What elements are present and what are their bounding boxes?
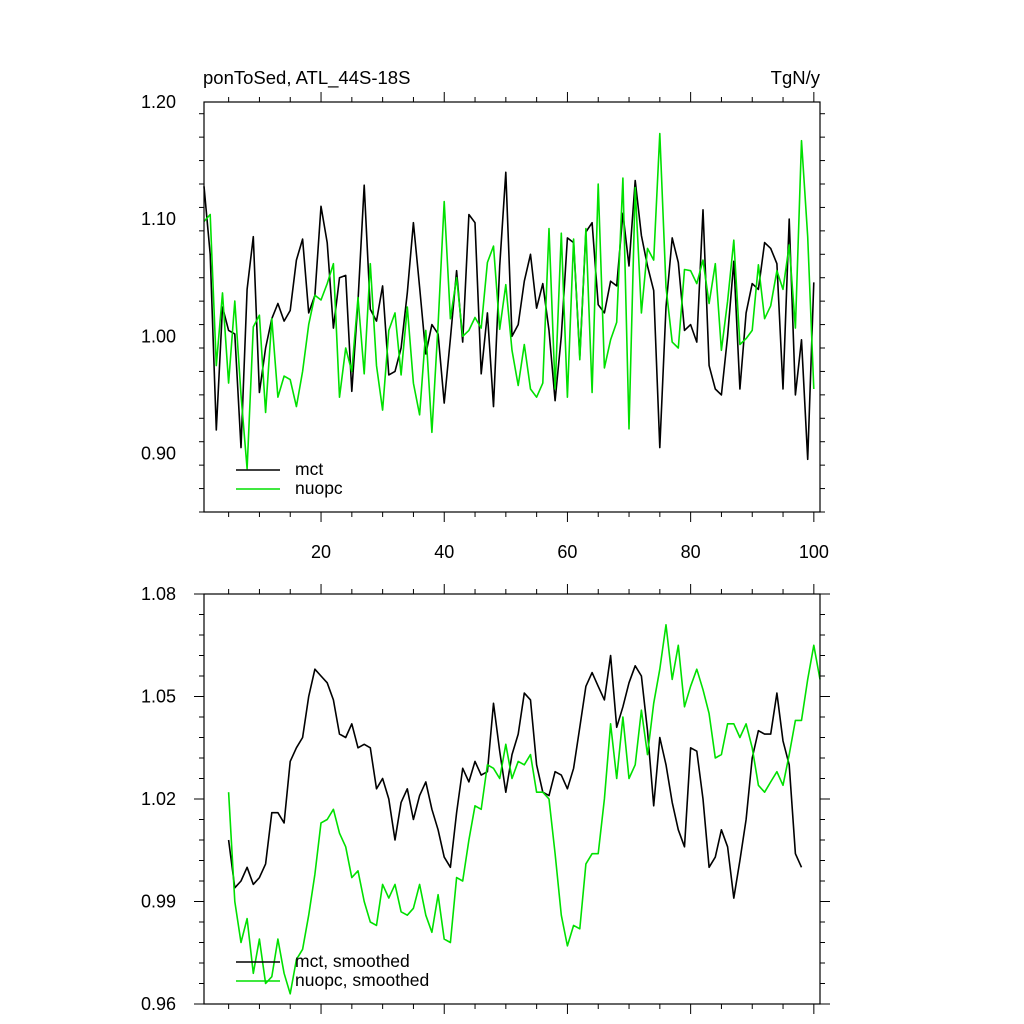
y-tick-label: 1.00 <box>141 326 176 346</box>
series-line-nuopc <box>203 132 815 470</box>
y-tick-label: 0.96 <box>141 994 176 1014</box>
x-tick-label: 60 <box>557 542 577 562</box>
legend-label: nuopc <box>295 478 343 498</box>
series-line-nuopc-smoothed <box>227 623 821 995</box>
plot-frame <box>203 101 821 513</box>
y-tick-label: 0.99 <box>141 892 176 912</box>
x-tick-label: 40 <box>434 542 454 562</box>
y-tick-label: 1.20 <box>141 92 176 112</box>
x-tick-label: 20 <box>311 542 331 562</box>
y-tick-label: 0.90 <box>141 443 176 463</box>
series-line-mct-smoothed <box>227 654 803 899</box>
bottom-panel: 0.96 0.99 1.02 1.05 1.08 mct, smoothednuopc, … <box>141 584 830 1014</box>
y-tick-label: 1.02 <box>141 789 176 809</box>
x-tick-label: 100 <box>799 542 829 562</box>
legend-label: mct <box>295 459 323 479</box>
y-tick-label: 1.10 <box>141 209 176 229</box>
series-line-mct <box>203 171 815 461</box>
x-tick-label: 80 <box>681 542 701 562</box>
legend-label: mct, smoothed <box>295 951 410 971</box>
legend-label: nuopc, smoothed <box>295 970 429 990</box>
chart-units: TgN/y <box>771 67 821 88</box>
chart-title: ponToSed, ATL_44S-18S <box>203 67 410 89</box>
y-tick-label: 1.08 <box>141 584 176 604</box>
y-tick-label: 1.05 <box>141 687 176 707</box>
plot-frame <box>203 593 821 1005</box>
